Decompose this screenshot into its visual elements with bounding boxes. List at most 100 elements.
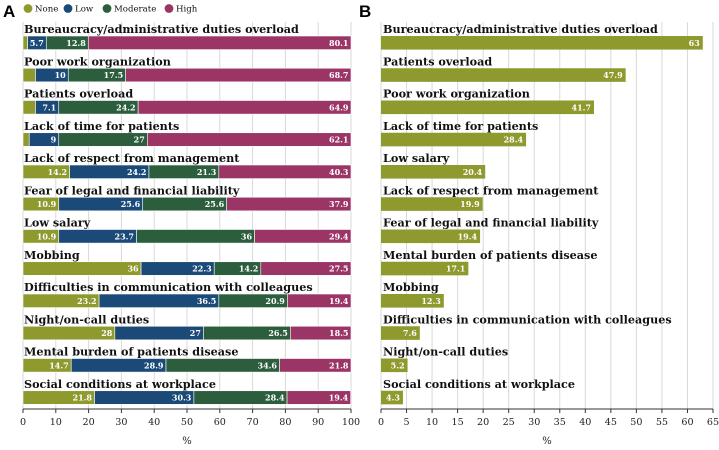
panel-a-bar-high — [147, 132, 352, 147]
panel-a-tick-label: 50 — [181, 417, 193, 428]
panel-a-data-label: 10.9 — [37, 231, 57, 241]
panel-b-bar — [381, 132, 527, 147]
panel-b-tick-label: 60 — [681, 417, 693, 428]
panel-a-data-label: 22.3 — [192, 264, 212, 274]
panel-a-category-label: Lack of respect from management — [24, 151, 240, 165]
panel-b-data-label: 19.4 — [458, 231, 478, 241]
panel-b-tick-label: 50 — [630, 417, 642, 428]
panel-a-bar-none — [22, 132, 30, 147]
panel-b-bar — [381, 165, 486, 179]
panel-a-data-label: 12.8 — [66, 38, 86, 48]
panel-a-category-label: Lack of time for patients — [24, 119, 179, 133]
panel-a-data-label: 10 — [55, 70, 67, 80]
panel-a-data-label: 40.3 — [329, 167, 349, 177]
panel-a-bar-high — [125, 67, 352, 83]
panel-a-data-label: 5.7 — [30, 38, 44, 48]
panel-b-bar — [381, 390, 403, 405]
panel-b-tick-label: 45 — [605, 417, 617, 428]
panel-b-bar — [381, 100, 594, 115]
panel-a-data-label: 14.2 — [239, 264, 258, 274]
panel-a-data-label: 10.9 — [37, 199, 57, 209]
legend-label-low: Low — [75, 5, 94, 15]
panel-b-data-label: 7.6 — [403, 328, 417, 338]
panel-a-bar-high — [226, 196, 352, 212]
panel-a-data-label: 68.7 — [329, 70, 348, 80]
panel-b-category-label: Night/on-call duties — [383, 345, 508, 359]
panel-a-data-label: 28.4 — [265, 393, 285, 403]
panel-a-bar-none — [22, 261, 142, 276]
panel-a-bar-high — [287, 293, 352, 308]
panel-a-bar-none — [22, 100, 36, 115]
panel-b-category-label: Low salary — [383, 151, 450, 165]
panel-b-bar — [381, 261, 469, 276]
panel-a-bar-high — [290, 325, 352, 341]
panel-a-category-label: Low salary — [24, 216, 91, 230]
panel-a-data-label: 24.2 — [116, 102, 135, 112]
panel-b-category-label: Difficulties in communication with colle… — [383, 312, 672, 326]
legend-label-high: High — [176, 5, 198, 15]
panel-b-data-label: 19.9 — [460, 199, 480, 209]
panel-b-data-label: 41.7 — [572, 102, 591, 112]
panel-a-data-label: 37.9 — [329, 199, 349, 209]
panel-a-data-label: 18.5 — [329, 328, 348, 338]
panel-a-tick-label: 90 — [312, 417, 324, 428]
panel-b-x-axis-title: % — [542, 436, 552, 447]
panel-b-category-label: Poor work organization — [383, 87, 530, 101]
panel-b-chart: Bureaucracy/administrative duties overlo… — [378, 22, 719, 447]
panel-a-data-label: 80.1 — [329, 38, 348, 48]
panel-a-bar-high — [137, 100, 352, 115]
panel-a-data-label: 14.7 — [49, 360, 68, 370]
panel-a-data-label: 26.5 — [268, 328, 287, 338]
panel-a-data-label: 28 — [101, 328, 113, 338]
panel-a-bar-none — [22, 67, 36, 83]
legend-marker-high — [164, 4, 174, 13]
panel-b-tick-label: 0 — [378, 417, 384, 428]
panel-a-data-label: 36 — [127, 264, 139, 274]
panel-a-data-label: 25.6 — [121, 199, 141, 209]
panel-a-bar-none — [22, 35, 28, 50]
legend-marker-none — [23, 4, 33, 13]
panel-a-tick-label: 80 — [279, 417, 291, 428]
panel-a-category-label: Bureaucracy/administrative duties overlo… — [24, 22, 299, 36]
panel-a-data-label: 9 — [51, 135, 57, 145]
panel-b-tick-label: 30 — [528, 417, 540, 428]
panel-a-data-label: 17.5 — [104, 70, 123, 80]
panel-a-tick-label: 40 — [148, 417, 160, 428]
panel-a-data-label: 62.1 — [329, 135, 348, 145]
panel-a-data-label: 25.6 — [205, 199, 225, 209]
panel-a-data-label: 27 — [190, 328, 201, 338]
panel-b-tick-label: 5 — [403, 417, 409, 428]
panel-a-data-label: 19.4 — [329, 393, 349, 403]
panel-a-category-label: Fear of legal and financial liability — [24, 183, 240, 197]
panel-b-bar — [381, 36, 703, 50]
panel-b-tick-label: 35 — [554, 417, 566, 428]
panel-b-data-label: 47.9 — [603, 70, 623, 80]
panel-b-category-label: Patients overload — [383, 54, 492, 68]
panel-b-tick-label: 15 — [452, 417, 464, 428]
panel-a-category-label: Patients overload — [24, 87, 133, 101]
panel-b-data-label: 20.4 — [463, 167, 483, 177]
panel-a-data-label: 23.7 — [115, 231, 134, 241]
panel-a-category-label: Social conditions at workplace — [24, 377, 216, 391]
panel-b-category-label: Fear of legal and financial liability — [383, 216, 599, 230]
panel-a-chart: Bureaucracy/administrative duties overlo… — [20, 22, 360, 447]
panel-a-data-label: 27.5 — [329, 264, 348, 274]
panel-a-data-label: 21.8 — [73, 393, 93, 403]
panel-a-tick-label: 70 — [246, 417, 258, 428]
panel-a-tick-label: 60 — [214, 417, 226, 428]
panel-b-category-label: Lack of respect from management — [383, 183, 599, 197]
panel-b-bar — [381, 229, 481, 244]
panel-a-data-label: 29.4 — [329, 231, 349, 241]
legend-marker-moderate — [102, 4, 112, 13]
panel-a-bar-high — [279, 358, 352, 373]
panel-a-data-label: 23.2 — [77, 296, 96, 306]
legend-label-moderate: Moderate — [114, 5, 156, 15]
panel-a-data-label: 21.3 — [197, 167, 217, 177]
panel-b-tick-label: 65 — [707, 417, 719, 428]
panel-a-bar-moderate — [136, 229, 255, 244]
panel-a-bar-high — [218, 164, 352, 179]
panel-a-x-axis-title: % — [182, 436, 192, 447]
panel-a-data-label: 64.9 — [329, 102, 349, 112]
panel-a-data-label: 34.6 — [258, 360, 278, 370]
panel-a-bar-high — [87, 35, 352, 50]
